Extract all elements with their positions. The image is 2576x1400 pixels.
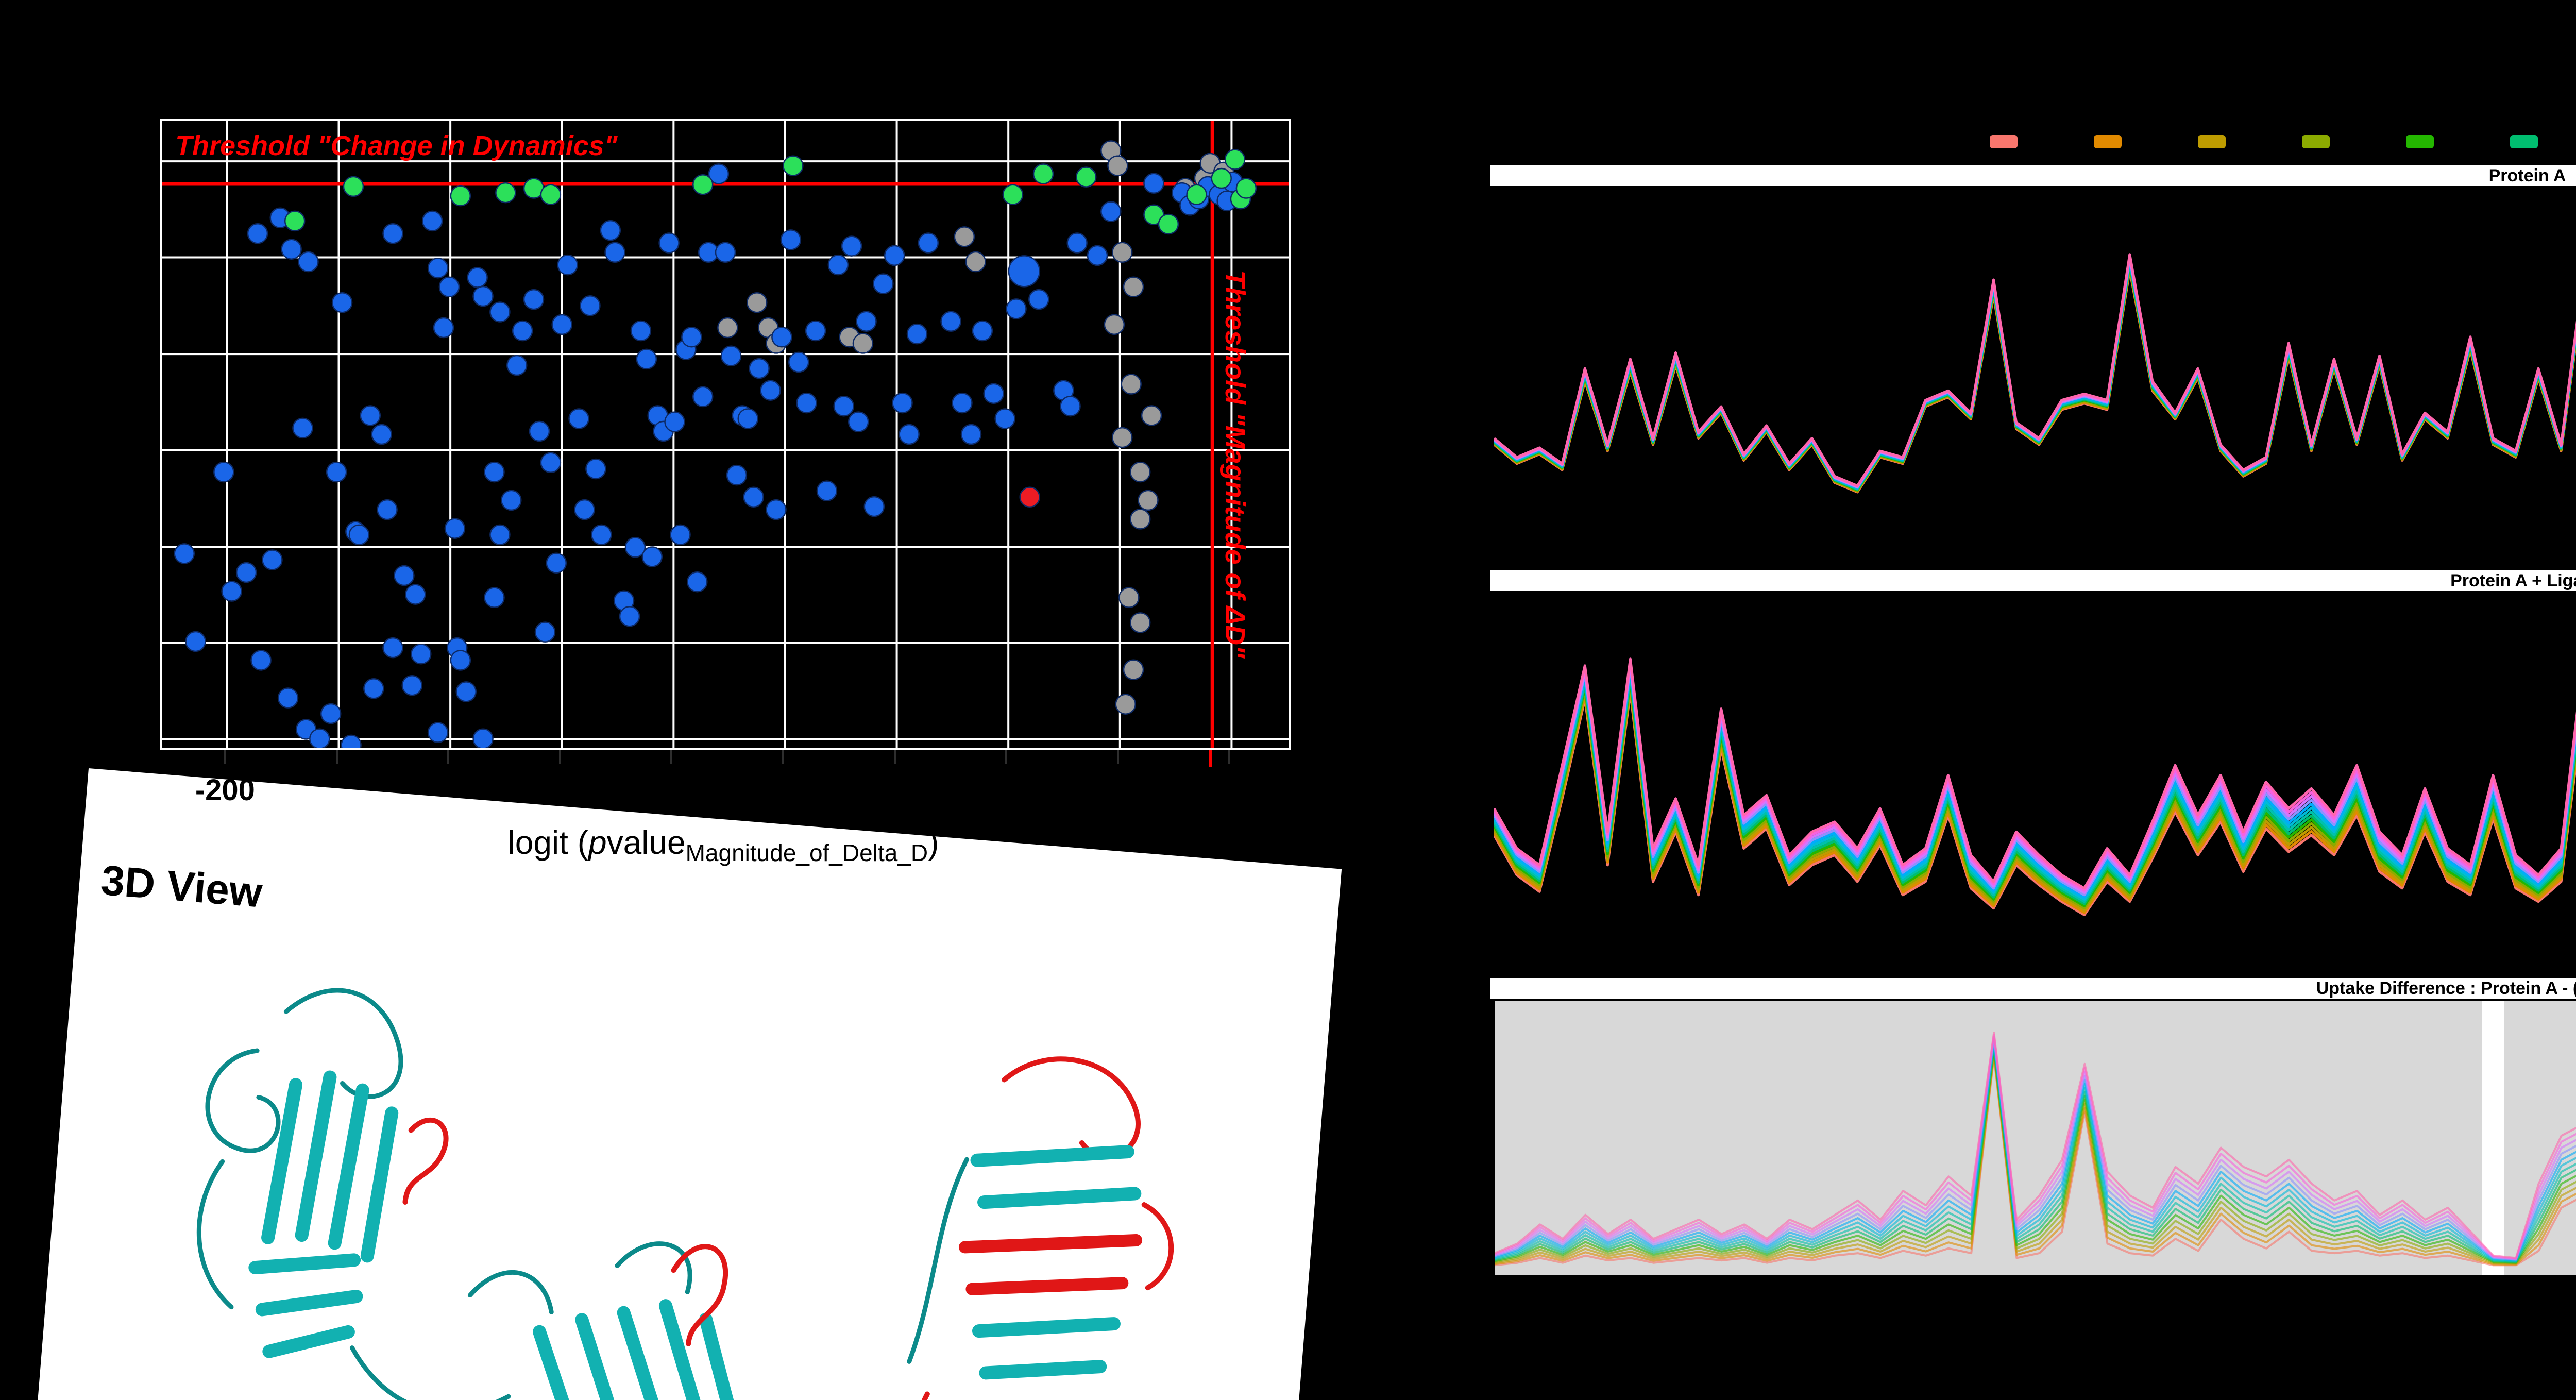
threshold-dynamics-label: Threshold "Change in Dynamics" bbox=[175, 130, 618, 161]
x-axis-tick bbox=[335, 750, 338, 764]
x-axis-tick bbox=[1005, 750, 1008, 764]
panel-title-protein-a-ligand: Protein A + Ligand bbox=[1490, 568, 2576, 594]
x-tick-label-minus200: -200 bbox=[195, 773, 255, 807]
legend-swatch bbox=[2302, 135, 2330, 148]
panel-title-uptake-difference: Uptake Difference : Protein A - (Protein… bbox=[1490, 975, 2576, 1001]
protein-ribbon-graphic bbox=[196, 988, 1174, 1400]
x-axis-tick bbox=[558, 750, 561, 764]
x-axis-tick bbox=[670, 750, 673, 764]
protein-a-ligand-chart[interactable] bbox=[1494, 616, 2576, 948]
3d-view-title: 3D View bbox=[99, 856, 264, 917]
no-coverage-gap-band bbox=[2482, 999, 2505, 1275]
x-axis-tick bbox=[447, 750, 450, 764]
legend-swatch bbox=[2198, 135, 2226, 148]
x-axis-tick bbox=[1116, 750, 1119, 764]
x-axis-title: logit (pvalueMagnitude_of_Delta_D) bbox=[507, 824, 939, 866]
legend-swatch bbox=[2510, 135, 2538, 148]
legend-swatch bbox=[2094, 135, 2122, 148]
x-axis-tick bbox=[224, 750, 226, 764]
3d-view-panel[interactable]: 3D View bbox=[26, 768, 1342, 1400]
x-axis-tick bbox=[1228, 750, 1231, 764]
volcano-plot-canvas[interactable] bbox=[162, 121, 1289, 748]
volcano-plot[interactable]: Threshold "Change in Dynamics" Threshold… bbox=[160, 119, 1291, 750]
panel-title-protein-a: Protein A bbox=[1490, 163, 2576, 189]
threshold-tick-red bbox=[1209, 750, 1212, 767]
protein-a-chart[interactable] bbox=[1494, 216, 2576, 533]
legend-swatch bbox=[1990, 135, 2018, 148]
uptake-difference-chart[interactable] bbox=[1495, 1028, 2576, 1268]
x-tick-label-minus100: -100 bbox=[531, 773, 591, 807]
x-axis-tick bbox=[893, 750, 896, 764]
threshold-magnitude-label: Threshold "Magnitude of ΔD" bbox=[1219, 270, 1250, 659]
legend-swatch bbox=[2406, 135, 2434, 148]
x-axis-tick bbox=[782, 750, 784, 764]
